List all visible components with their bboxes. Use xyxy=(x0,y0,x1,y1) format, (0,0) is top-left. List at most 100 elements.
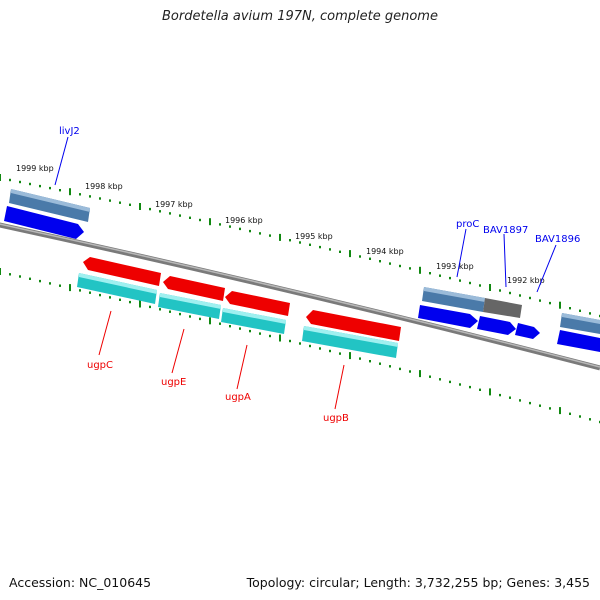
minor-tick xyxy=(99,293,101,297)
reverse-gene-track xyxy=(83,257,401,341)
minor-tick xyxy=(499,393,501,397)
forward-cds-track xyxy=(9,189,600,334)
map-title: Bordetella avium 197N, complete genome xyxy=(162,9,438,24)
gene-label-livJ2[interactable]: livJ2 xyxy=(59,126,80,137)
minor-tick xyxy=(149,305,151,309)
genome-backbone-highlight xyxy=(0,223,600,368)
gene-label-BAV1897[interactable]: BAV1897 xyxy=(483,225,528,236)
major-tick xyxy=(279,334,281,342)
gene-arrow-ugpC[interactable] xyxy=(83,257,161,286)
minor-tick xyxy=(89,291,91,294)
minor-tick xyxy=(9,178,11,182)
minor-tick xyxy=(229,225,231,228)
minor-tick xyxy=(189,315,191,318)
minor-tick xyxy=(9,273,11,276)
minor-tick xyxy=(379,260,381,263)
cds-bar[interactable] xyxy=(79,273,157,294)
minor-tick xyxy=(499,289,501,292)
minor-tick xyxy=(449,276,451,280)
cds-bar[interactable] xyxy=(11,189,90,212)
minor-tick xyxy=(89,195,91,198)
minor-tick xyxy=(389,262,391,265)
gene-label-ugpA[interactable]: ugpA xyxy=(225,392,251,403)
gene-arrow-ugpB[interactable] xyxy=(306,310,401,341)
major-tick xyxy=(279,233,281,241)
minor-tick xyxy=(459,279,461,282)
minor-tick xyxy=(549,301,551,305)
leader-line xyxy=(171,328,185,374)
cds-bar[interactable] xyxy=(302,326,398,358)
minor-tick xyxy=(519,399,521,402)
minor-tick xyxy=(579,415,581,418)
gene-arrow-BAV1896[interactable] xyxy=(515,323,540,339)
minor-tick xyxy=(129,203,131,206)
gene-label-proC[interactable]: proC xyxy=(456,219,479,230)
gene-label-ugpE[interactable]: ugpE xyxy=(161,377,186,388)
cds-bar[interactable] xyxy=(304,326,398,347)
ruler-label: 1999 kbp xyxy=(16,164,54,173)
gene-label-ugpC[interactable]: ugpC xyxy=(87,360,113,371)
minor-tick xyxy=(529,296,531,300)
minor-tick xyxy=(359,255,361,258)
ruler-label: 1994 kbp xyxy=(366,247,404,256)
gene-arrow-right[interactable] xyxy=(557,330,600,352)
minor-tick xyxy=(439,274,441,277)
gene-label-BAV1896[interactable]: BAV1896 xyxy=(535,234,580,245)
genome-backbone xyxy=(0,222,600,371)
minor-tick xyxy=(249,229,251,233)
forward-gene-track xyxy=(4,206,600,352)
major-tick xyxy=(559,301,561,309)
minor-tick xyxy=(329,248,331,251)
minor-tick xyxy=(439,378,441,381)
ruler-label: 1992 kbp xyxy=(507,276,545,285)
minor-tick xyxy=(49,282,51,285)
minor-tick xyxy=(29,277,31,280)
gene-label-ugpB[interactable]: ugpB xyxy=(323,413,349,424)
minor-tick xyxy=(149,207,151,211)
cds-bar[interactable] xyxy=(223,308,286,324)
outer-tick-ring xyxy=(0,174,600,318)
minor-tick xyxy=(549,407,551,410)
major-tick xyxy=(69,284,71,292)
cds-bar[interactable] xyxy=(424,287,485,302)
gene-arrow-livJ2[interactable] xyxy=(4,206,84,239)
major-tick xyxy=(349,352,351,360)
leader-line xyxy=(536,244,557,293)
major-tick xyxy=(489,388,491,396)
reverse-cds-track xyxy=(77,273,398,358)
gene-arrow-BAV1897[interactable] xyxy=(477,316,516,335)
minor-tick xyxy=(159,308,161,311)
major-tick xyxy=(139,203,141,210)
cds-bar[interactable] xyxy=(562,313,600,324)
minor-tick xyxy=(19,180,21,184)
minor-tick xyxy=(309,243,311,246)
minor-tick xyxy=(429,375,431,378)
minor-tick xyxy=(259,232,261,235)
minor-tick xyxy=(309,344,311,348)
minor-tick xyxy=(199,218,201,222)
major-tick xyxy=(419,370,421,378)
minor-tick xyxy=(429,272,431,275)
minor-tick xyxy=(79,289,81,292)
gene-arrow-ugpE[interactable] xyxy=(163,276,225,301)
ruler-labels: 1999 kbp 1998 kbp 1997 kbp 1996 kbp 1995… xyxy=(16,164,545,285)
gene-labels: livJ2 proC BAV1897 BAV1896 ugpC ugpE ugp… xyxy=(59,126,580,424)
minor-tick xyxy=(169,310,171,313)
cds-bar[interactable] xyxy=(160,293,221,309)
minor-tick xyxy=(399,264,401,268)
gene-arrow-ugpA[interactable] xyxy=(225,291,290,316)
leader-line xyxy=(334,364,345,410)
major-tick xyxy=(139,300,141,308)
cds-bar-gray[interactable] xyxy=(483,298,522,318)
minor-tick xyxy=(239,227,241,231)
minor-tick xyxy=(569,307,571,310)
gene-arrow-proC[interactable] xyxy=(418,305,478,328)
leader-line xyxy=(236,344,248,390)
minor-tick xyxy=(329,349,331,353)
minor-tick xyxy=(589,418,591,421)
major-tick xyxy=(349,250,351,258)
minor-tick xyxy=(469,385,471,389)
minor-tick xyxy=(269,334,271,338)
major-tick xyxy=(559,407,561,415)
